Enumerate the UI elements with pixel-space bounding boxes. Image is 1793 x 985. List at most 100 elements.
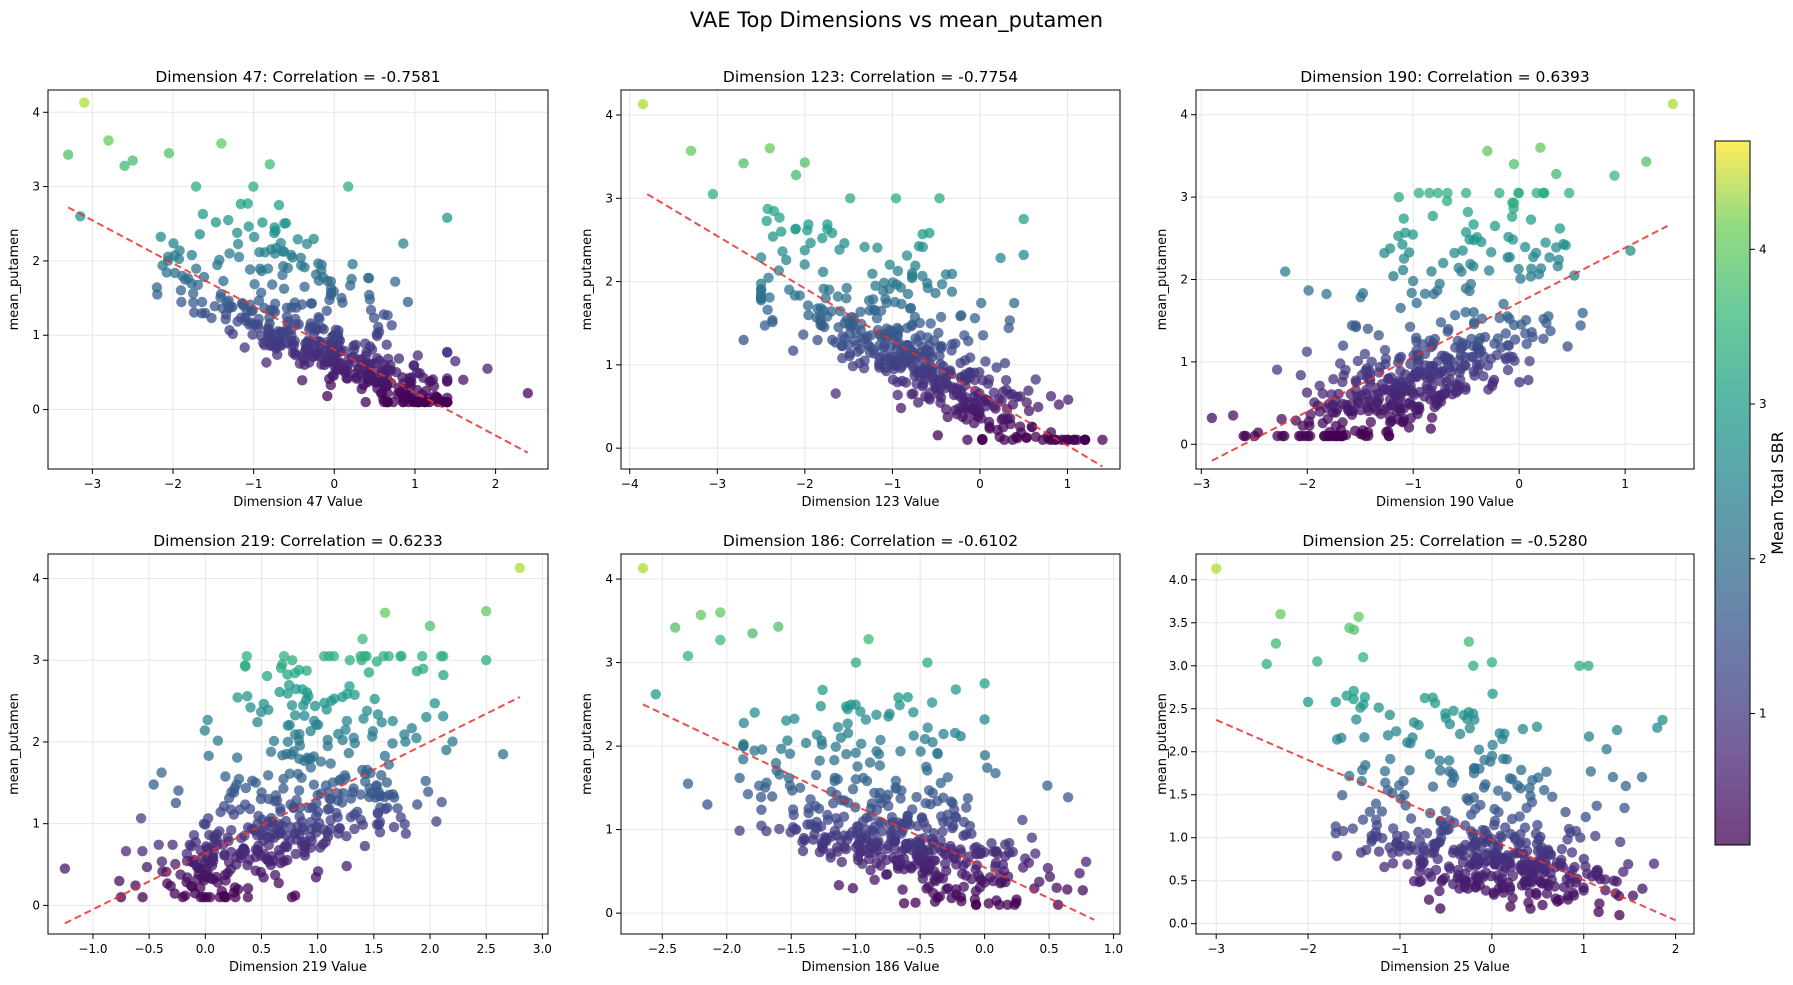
scatter-point [374,816,386,828]
scatter-point [858,772,869,784]
scatter-point [1441,195,1453,207]
scatter-point [1430,864,1442,876]
scatter-point [130,880,141,891]
scatter-point [1436,350,1448,361]
scatter-point [386,320,397,331]
scatter-point [1623,859,1634,870]
scatter-point [923,785,935,796]
scatter-point [799,245,810,256]
scatter-point [224,248,235,259]
scatter-point [293,785,305,796]
scatter-point [1468,792,1480,803]
scatter-point [1335,358,1346,369]
scatter-point [902,692,913,703]
scatter-point [1407,732,1418,743]
scatter-point [950,338,961,349]
scatter-point [1359,732,1370,743]
y-tick-label: 0 [605,906,613,920]
scatter-point [1443,323,1454,335]
scatter-point [438,669,449,681]
scatter-point [1500,328,1512,339]
scatter-point [458,374,469,385]
scatter-point [1469,762,1480,774]
x-tick-label: −0.5 [135,942,164,956]
scatter-point [1432,187,1444,199]
scatter-point [1486,247,1497,258]
scatter-point [1439,872,1451,884]
scatter-point [398,238,409,249]
scatter-point [1452,335,1464,346]
y-tick-label: 1 [1180,355,1188,369]
scatter-point [442,392,453,403]
scatter-point [1556,854,1567,865]
scatter-point [715,607,726,618]
scatter-point [893,692,904,703]
scatter-point [261,357,272,368]
scatter-point [305,318,316,329]
scatter-point [1376,806,1388,817]
y-tick-label: 4 [32,572,40,586]
scatter-point [1330,696,1342,708]
scatter-point [1051,882,1062,893]
scatter-point [959,330,970,341]
scatter-point [267,279,278,290]
scatter-point [360,776,371,787]
scatter-point [764,143,775,154]
scatter-point [151,282,163,293]
scatter-point [908,388,919,399]
scatter-point [1460,187,1472,199]
scatter-point [890,775,902,786]
scatter-point [788,345,799,356]
scatter-point [1487,688,1498,699]
scatter-point [175,869,186,880]
y-tick-label: 3 [605,191,613,205]
scatter-point [286,700,298,711]
scatter-point [261,670,273,682]
scatter-point [308,751,319,762]
scatter-point [884,259,895,270]
scatter-point [1388,823,1399,834]
x-tick-label: 1.5 [364,942,383,956]
scatter-point [244,264,256,275]
scatter-point [313,336,325,347]
scatter-point [945,840,956,852]
scatter-point [1502,340,1514,351]
scatter-point [190,181,202,192]
scatter-point [1026,421,1038,432]
scatter-point [382,353,394,364]
scatter-point [1562,341,1573,352]
scatter-point [1004,315,1015,326]
axes-frame [47,89,549,470]
scatter-point [1637,883,1648,894]
scatter-point [1625,245,1636,256]
scatter-point [305,762,316,773]
scatter-point [1019,853,1031,864]
scatter-point [1350,320,1361,331]
scatter-point [962,434,973,445]
scatter-point [216,886,227,897]
scatter-point [1426,412,1438,423]
scatter-point [1468,219,1479,230]
subplot-title: Dimension 190: Correlation = 0.6393 [1300,68,1590,86]
colorbar-tick-label: 3 [1759,397,1767,411]
subplot-2: −4 −3 −2 −1 0 1 0 1 2 3 4 Dimension 123: Correlatio… [580,68,1121,510]
scatter-point [1495,830,1506,841]
scatter-point [1337,825,1349,837]
colorbar-gradient [1714,140,1751,846]
scatter-point [278,261,289,272]
scatter-point [812,334,823,346]
scatter-point [767,791,778,802]
scatter-point [1350,425,1361,436]
scatter-point [245,702,256,713]
x-tick-label: −2 [164,477,182,491]
scatter-point [198,271,210,283]
scatter-point [197,208,209,220]
x-tick-label: −3 [84,477,102,491]
scatter-point [1554,223,1566,234]
scatter-point [1034,876,1045,887]
scatter-point [1053,399,1065,410]
scatter-point [995,252,1006,264]
scatter-point [1030,374,1041,385]
scatter-point [783,772,795,784]
scatter-point [436,796,447,808]
